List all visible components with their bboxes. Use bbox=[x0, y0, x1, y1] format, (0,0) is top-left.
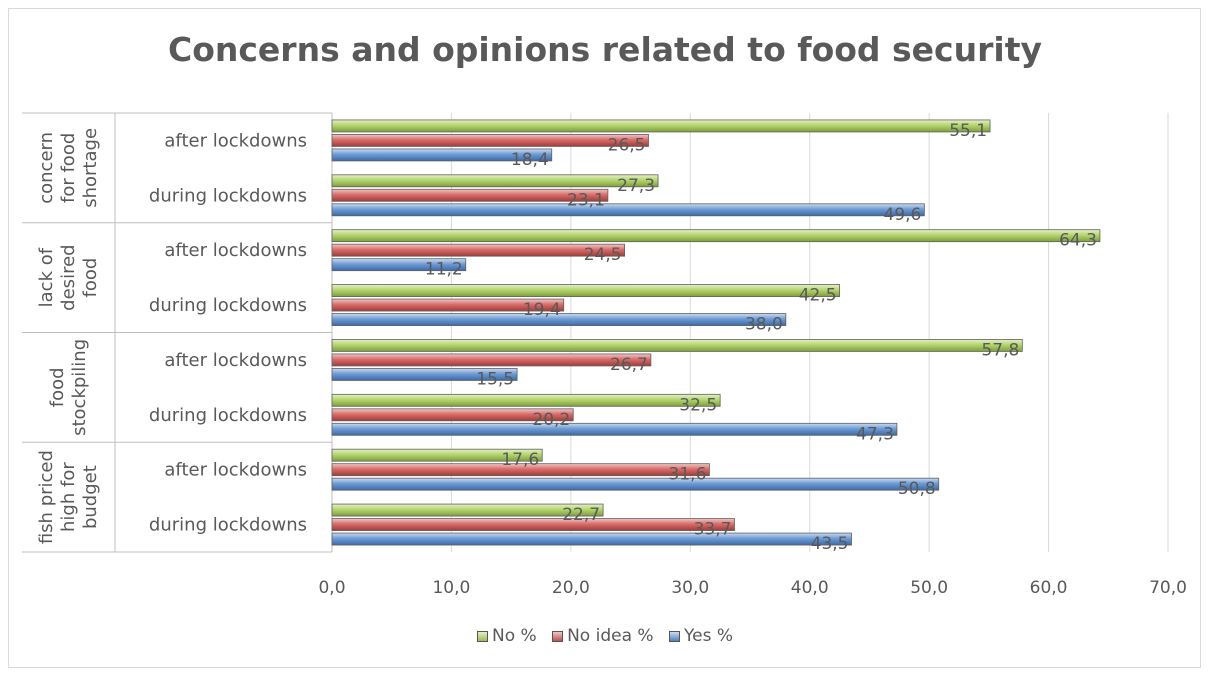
bar-yes bbox=[331, 422, 898, 436]
category-label: after lockdowns bbox=[164, 240, 307, 261]
chart-title: Concerns and opinions related to food se… bbox=[167, 30, 1042, 69]
category-label: after lockdowns bbox=[164, 460, 307, 481]
category-label: during lockdowns bbox=[149, 295, 307, 316]
bar-no-idea bbox=[331, 353, 652, 367]
group-label-line: lack of bbox=[36, 247, 57, 307]
chart-legend: No % No idea % Yes % bbox=[0, 626, 1210, 646]
data-label-yes: 49,6 bbox=[884, 205, 922, 225]
bar-no-idea bbox=[331, 463, 710, 477]
bar-no-idea bbox=[331, 298, 565, 312]
x-tick-label: 10,0 bbox=[432, 578, 470, 598]
data-label-yes: 18,4 bbox=[511, 150, 549, 170]
bar-no-idea bbox=[331, 188, 609, 202]
bar-yes bbox=[331, 148, 553, 162]
data-label-no: 42,5 bbox=[799, 286, 837, 306]
bar-no bbox=[331, 503, 604, 517]
data-label-yes: 38,0 bbox=[745, 315, 783, 335]
bar-yes bbox=[331, 532, 852, 546]
data-label-no-idea: 26,5 bbox=[608, 135, 646, 155]
data-label-no-idea: 20,2 bbox=[532, 410, 570, 430]
data-label-no: 22,7 bbox=[562, 505, 600, 525]
category-label: during lockdowns bbox=[149, 405, 307, 426]
bar-yes bbox=[331, 368, 518, 381]
group-label-line: shortage bbox=[80, 128, 101, 208]
bar-no bbox=[331, 174, 659, 188]
legend-label-no: No % bbox=[492, 626, 537, 646]
group-label-line: food bbox=[80, 258, 101, 298]
x-tick-label: 20,0 bbox=[552, 578, 590, 598]
category-label: after lockdowns bbox=[164, 350, 307, 371]
data-label-no-idea: 31,6 bbox=[669, 465, 707, 485]
group-label: concernfor foodshortage bbox=[36, 128, 101, 208]
data-label-yes: 15,5 bbox=[476, 369, 514, 389]
chart-frame bbox=[8, 8, 1201, 668]
legend-item-no-idea: No idea % bbox=[552, 626, 654, 646]
data-label-no-idea: 26,7 bbox=[610, 355, 648, 375]
category-label: after lockdowns bbox=[164, 130, 307, 151]
bar-yes bbox=[331, 258, 467, 272]
legend-swatch-no bbox=[477, 631, 488, 642]
data-label-no-idea: 24,5 bbox=[584, 245, 622, 265]
group-label-line: high for bbox=[58, 462, 79, 532]
bar-no-idea bbox=[331, 518, 735, 531]
x-tick-label: 30,0 bbox=[671, 578, 709, 598]
data-label-no: 32,5 bbox=[679, 395, 717, 415]
data-label-no-idea: 23,1 bbox=[567, 190, 605, 210]
group-label-line: desired bbox=[58, 244, 79, 310]
bar-no bbox=[331, 393, 721, 407]
data-label-no: 27,3 bbox=[617, 176, 655, 196]
bar-no-idea bbox=[331, 408, 574, 422]
category-label: during lockdowns bbox=[149, 515, 307, 536]
x-tick-label: 40,0 bbox=[791, 578, 829, 598]
bar-yes bbox=[331, 313, 787, 326]
category-label: during lockdowns bbox=[149, 185, 307, 206]
legend-item-yes: Yes % bbox=[668, 626, 733, 646]
x-tick-label: 0,0 bbox=[318, 578, 345, 598]
group-label-line: stockpiling bbox=[69, 339, 90, 436]
bar-no bbox=[331, 284, 840, 297]
legend-label-yes: Yes % bbox=[683, 626, 733, 646]
data-label-no-idea: 19,4 bbox=[523, 300, 561, 320]
group-label-line: for food bbox=[58, 133, 79, 203]
legend-swatch-no-idea bbox=[552, 631, 564, 642]
bar-no-idea bbox=[331, 134, 649, 147]
legend-swatch-yes bbox=[668, 631, 680, 642]
group-label: fish pricedhigh forbudget bbox=[36, 450, 101, 544]
group-label-line: concern bbox=[36, 132, 57, 204]
group-label-line: food bbox=[47, 367, 68, 407]
data-label-no: 17,6 bbox=[501, 450, 539, 470]
data-label-no: 55,1 bbox=[949, 121, 987, 141]
bar-no bbox=[331, 119, 991, 133]
data-label-no: 64,3 bbox=[1059, 231, 1097, 251]
bar-no bbox=[331, 448, 543, 462]
bar-yes bbox=[331, 203, 925, 217]
bar-yes bbox=[331, 477, 940, 491]
bar-no bbox=[331, 339, 1023, 352]
data-label-yes: 50,8 bbox=[898, 479, 936, 499]
group-label-line: fish priced bbox=[36, 450, 57, 544]
data-label-yes: 11,2 bbox=[425, 260, 463, 280]
legend-label-no-idea: No idea % bbox=[567, 626, 654, 646]
x-tick-label: 50,0 bbox=[910, 578, 948, 598]
group-label: foodstockpiling bbox=[47, 339, 90, 436]
data-label-no: 57,8 bbox=[981, 340, 1019, 360]
group-label: lack ofdesiredfood bbox=[36, 244, 101, 310]
data-label-yes: 47,3 bbox=[856, 424, 894, 444]
group-label-line: budget bbox=[80, 465, 101, 529]
bar-no bbox=[331, 229, 1101, 243]
x-tick-label: 60,0 bbox=[1030, 578, 1068, 598]
legend-item-no: No % bbox=[477, 626, 537, 646]
x-tick-label: 70,0 bbox=[1149, 578, 1187, 598]
data-label-yes: 43,5 bbox=[811, 534, 849, 554]
data-label-no-idea: 33,7 bbox=[694, 520, 732, 540]
bar-no-idea bbox=[331, 243, 626, 257]
